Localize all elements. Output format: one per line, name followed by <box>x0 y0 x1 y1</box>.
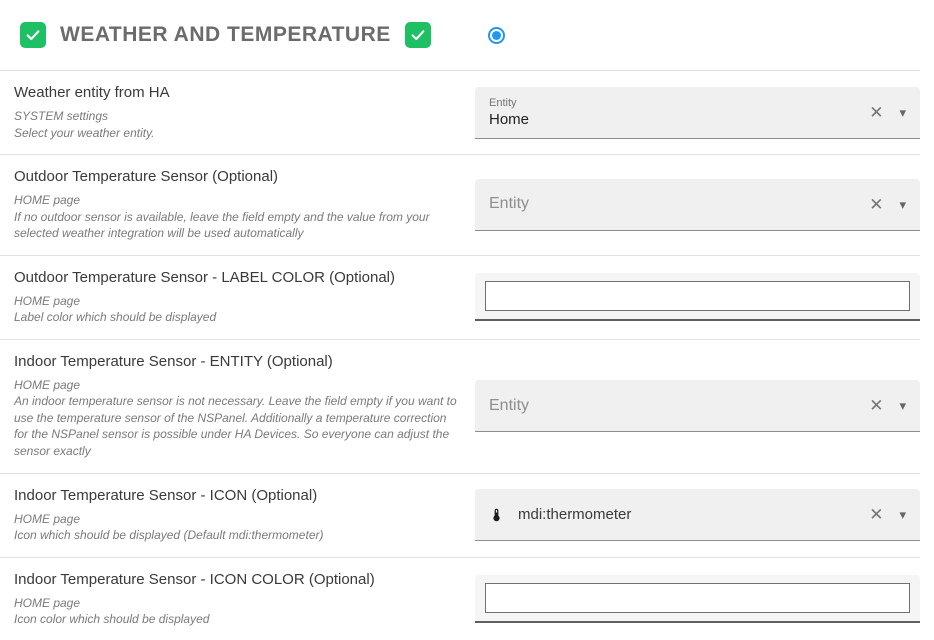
checkmark-icon <box>26 30 40 41</box>
setting-title: Indoor Temperature Sensor - ICON COLOR (… <box>14 570 375 588</box>
setting-title: Weather entity from HA <box>14 84 170 101</box>
divider <box>0 472 920 474</box>
section-radio-button[interactable] <box>488 27 505 44</box>
outdoor-entity-select[interactable]: Entity ✕ ▾ <box>475 178 920 231</box>
setting-description: Select your weather entity. <box>14 125 155 140</box>
checkmark-icon <box>411 30 425 41</box>
indoor-icon-color-input[interactable] <box>485 583 910 614</box>
thermometer-icon <box>493 508 500 521</box>
outdoor-label-color-input[interactable] <box>485 281 910 312</box>
divider <box>0 556 920 558</box>
clear-icon[interactable]: ✕ <box>869 505 884 525</box>
select-placeholder: Entity <box>489 396 530 414</box>
chevron-down-icon[interactable]: ▾ <box>899 104 906 120</box>
setting-category: HOME page <box>14 377 81 392</box>
select-placeholder: Entity <box>489 195 530 213</box>
label-color-field <box>475 273 920 322</box>
clear-icon[interactable]: ✕ <box>869 102 884 122</box>
divider <box>0 338 920 340</box>
setting-description: Icon which should be displayed (Default … <box>14 528 324 543</box>
chevron-down-icon[interactable]: ▾ <box>899 398 906 414</box>
icon-color-field <box>475 575 920 624</box>
setting-description: An indoor temperature sensor is not nece… <box>14 394 457 459</box>
section-header: WEATHER AND TEMPERATURE <box>0 0 934 70</box>
select-floating-label: Entity <box>489 96 517 109</box>
setting-row-outdoor-label-color: Outdoor Temperature Sensor - LABEL COLOR… <box>0 256 920 339</box>
setting-description: Icon color which should be displayed <box>14 612 210 627</box>
section-enable-checkbox-left[interactable] <box>20 22 46 48</box>
setting-row-weather-entity: Weather entity from HA SYSTEM settings S… <box>0 71 920 154</box>
setting-title: Indoor Temperature Sensor - ENTITY (Opti… <box>14 352 333 370</box>
setting-category: HOME page <box>14 511 81 526</box>
select-value: Home <box>489 110 530 128</box>
setting-category: SYSTEM settings <box>14 109 109 123</box>
setting-row-indoor-icon-color: Indoor Temperature Sensor - ICON COLOR (… <box>0 558 920 640</box>
setting-row-indoor-entity: Indoor Temperature Sensor - ENTITY (Opti… <box>0 340 920 473</box>
divider <box>0 154 920 156</box>
indoor-entity-select[interactable]: Entity ✕ ▾ <box>475 380 920 433</box>
radio-dot <box>492 31 501 40</box>
chevron-down-icon[interactable]: ▾ <box>899 507 906 523</box>
divider <box>0 254 920 256</box>
section-title: WEATHER AND TEMPERATURE <box>60 23 391 46</box>
setting-category: HOME page <box>14 595 81 610</box>
setting-category: HOME page <box>14 293 81 308</box>
chevron-down-icon[interactable]: ▾ <box>899 196 906 212</box>
setting-title: Outdoor Temperature Sensor (Optional) <box>14 168 279 186</box>
setting-row-outdoor-sensor: Outdoor Temperature Sensor (Optional) HO… <box>0 155 920 255</box>
setting-description: Label color which should be displayed <box>14 310 217 325</box>
indoor-icon-select[interactable]: mdi:thermometer ✕ ▾ <box>475 489 920 542</box>
select-value: mdi:thermometer <box>518 506 632 524</box>
setting-title: Indoor Temperature Sensor - ICON (Option… <box>14 486 318 504</box>
setting-row-indoor-icon: Indoor Temperature Sensor - ICON (Option… <box>0 474 920 557</box>
clear-icon[interactable]: ✕ <box>869 194 884 214</box>
setting-title: Outdoor Temperature Sensor - LABEL COLOR… <box>14 268 396 286</box>
section-enable-checkbox-right[interactable] <box>404 22 431 48</box>
setting-category: HOME page <box>14 193 81 208</box>
weather-entity-select[interactable]: Entity Home ✕ ▾ <box>475 86 920 139</box>
clear-icon[interactable]: ✕ <box>869 396 884 416</box>
setting-description: If no outdoor sensor is available, leave… <box>14 209 430 241</box>
divider <box>0 70 920 71</box>
